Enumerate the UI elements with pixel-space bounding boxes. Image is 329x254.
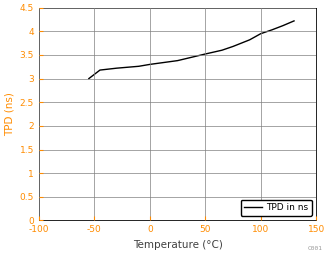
Text: C001: C001 bbox=[307, 246, 322, 251]
TPD in ns bbox=[281, 24, 285, 27]
TPD in ns bbox=[114, 67, 118, 70]
TPD in ns bbox=[231, 45, 235, 48]
TPD in ns bbox=[137, 65, 141, 68]
TPD in ns bbox=[203, 53, 207, 56]
TPD in ns bbox=[176, 59, 180, 62]
TPD in ns bbox=[220, 49, 224, 52]
TPD in ns bbox=[270, 28, 274, 31]
TPD in ns bbox=[248, 38, 252, 41]
Y-axis label: TPD (ns): TPD (ns) bbox=[4, 92, 14, 136]
Line: TPD in ns: TPD in ns bbox=[89, 21, 294, 78]
TPD in ns bbox=[292, 19, 296, 22]
TPD in ns bbox=[148, 63, 152, 66]
X-axis label: Temperature (°C): Temperature (°C) bbox=[133, 240, 222, 250]
TPD in ns bbox=[98, 69, 102, 72]
TPD in ns bbox=[87, 77, 91, 80]
Legend: TPD in ns: TPD in ns bbox=[241, 200, 312, 216]
TPD in ns bbox=[259, 32, 263, 35]
